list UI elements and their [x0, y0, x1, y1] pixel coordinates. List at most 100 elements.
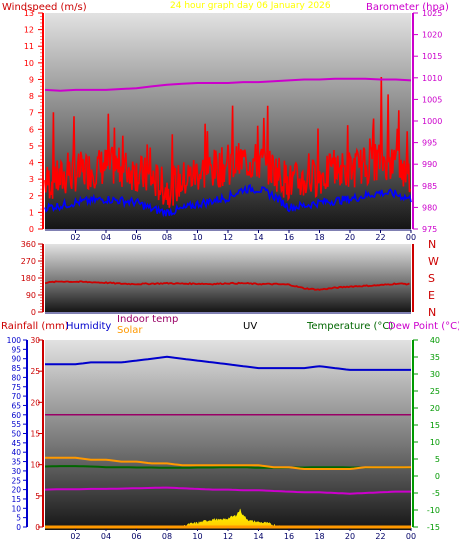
rainfall-tick-label: 10	[30, 461, 40, 470]
windspeed-tick-label: 9	[29, 75, 34, 84]
direction-tick-label: 180	[21, 274, 36, 283]
barometer-axis-label: Barometer (hpa)	[366, 2, 449, 13]
humidity-tick-label: 90	[11, 355, 21, 364]
humidity-tick-label: 40	[11, 448, 21, 457]
temperature-tick-label: 40	[430, 336, 440, 345]
rainfall-legend-label: Rainfall (mm)	[1, 321, 69, 332]
rainfall-tick-label: 5	[35, 492, 40, 501]
climate-x-tick-label: 18	[314, 532, 324, 541]
compass-label: N	[428, 238, 436, 251]
windspeed-tick-label: 10	[24, 59, 34, 68]
temperature-tick-label: 20	[430, 404, 440, 413]
climate-x-tick-label: 22	[375, 532, 385, 541]
temperature-tick-label: 35	[430, 353, 440, 362]
temperature-tick-label: 25	[430, 387, 440, 396]
humidity-tick-label: 45	[11, 439, 21, 448]
humidity-tick-label: 60	[11, 411, 21, 420]
solar-series-line	[45, 456, 411, 470]
barometer-tick-label: 975	[422, 225, 437, 234]
windspeed-tick-label: 12	[24, 26, 34, 35]
barometer-tick-label: 985	[422, 182, 437, 191]
rainfall-tick-label: 0	[35, 523, 40, 532]
solar-legend-label: Solar	[117, 325, 143, 336]
temperature-tick-label: 30	[430, 370, 440, 379]
humidity-tick-label: 30	[11, 467, 21, 476]
solar-radiation-area	[182, 508, 283, 528]
climate-x-tick-label: 20	[345, 532, 355, 541]
dew-point-series-line	[44, 486, 411, 495]
temperature-tick-label: -15	[427, 523, 440, 532]
climate-x-tick-label: 10	[192, 532, 202, 541]
compass-label: S	[428, 272, 435, 285]
barometer-tick-label: 1015	[422, 52, 442, 61]
direction-tick-label: 90	[26, 291, 36, 300]
barometer-series-line	[44, 77, 412, 92]
humidity-tick-label: 70	[11, 392, 21, 401]
wind-x-tick-label: 08	[162, 233, 172, 242]
temperature-tick-label: 5	[435, 455, 440, 464]
windspeed-tick-label: 11	[24, 42, 34, 51]
wind-x-tick-label: 10	[192, 233, 202, 242]
windspeed-tick-label: 8	[29, 92, 34, 101]
climate-x-tick-label: 06	[131, 532, 141, 541]
rainfall-tick-label: 20	[30, 398, 40, 407]
compass-label: W	[428, 255, 439, 268]
compass-label: N	[428, 306, 436, 319]
humidity-tick-label: 5	[16, 514, 21, 523]
humidity-tick-label: 25	[11, 476, 21, 485]
humidity-tick-label: 75	[11, 383, 21, 392]
temperature-tick-label: -5	[432, 489, 440, 498]
climate-x-tick-label: 14	[253, 532, 263, 541]
humidity-tick-label: 80	[11, 373, 21, 382]
wind-x-tick-label: 04	[101, 233, 111, 242]
windspeed-tick-label: 13	[24, 9, 34, 18]
climate-x-tick-label: 08	[162, 532, 172, 541]
direction-tick-label: 270	[21, 257, 36, 266]
indoor-temp-legend-label: Indoor temp	[117, 314, 178, 325]
windspeed-average-series-line	[44, 183, 412, 218]
temperature-tick-label: 10	[430, 438, 440, 447]
windspeed-tick-label: 4	[29, 159, 34, 168]
humidity-tick-label: 65	[11, 401, 21, 410]
windspeed-tick-label: 2	[29, 192, 34, 201]
humidity-tick-label: 15	[11, 495, 21, 504]
temperature-legend-label: Temperature (°C)	[306, 321, 393, 332]
windspeed-tick-label: 1	[29, 208, 34, 217]
humidity-tick-label: 50	[11, 430, 21, 439]
climate-x-tick-label: 02	[70, 532, 80, 541]
wind-direction-series-line	[44, 280, 410, 291]
windspeed-tick-label: 5	[29, 142, 34, 151]
direction-panel-background	[45, 244, 411, 312]
humidity-tick-label: 35	[11, 458, 21, 467]
barometer-tick-label: 995	[422, 139, 437, 148]
humidity-tick-label: 20	[11, 486, 21, 495]
compass-label: E	[428, 289, 435, 302]
direction-tick-label: 360	[21, 240, 36, 249]
rainfall-tick-label: 25	[30, 367, 40, 376]
windspeed-series-line	[44, 76, 411, 208]
humidity-tick-label: 55	[11, 420, 21, 429]
wind-x-tick-label: 12	[223, 233, 233, 242]
windspeed-tick-label: 0	[29, 225, 34, 234]
wind-x-tick-label: 20	[345, 233, 355, 242]
temperature-series-line	[44, 465, 412, 469]
humidity-tick-label: 10	[11, 504, 21, 513]
rainfall-tick-label: 30	[30, 336, 40, 345]
rainfall-tick-label: 15	[30, 430, 40, 439]
wind-x-tick-label: 02	[70, 233, 80, 242]
temperature-tick-label: 15	[430, 421, 440, 430]
climate-x-tick-label: 12	[223, 532, 233, 541]
climate-x-tick-label: 00	[406, 532, 416, 541]
windspeed-tick-label: 3	[29, 175, 34, 184]
humidity-series-line	[45, 355, 411, 371]
wind-x-tick-label: 16	[284, 233, 294, 242]
humidity-tick-label: 0	[16, 523, 21, 532]
climate-x-tick-label: 16	[284, 532, 294, 541]
climate-panel-background	[45, 340, 411, 530]
barometer-tick-label: 980	[422, 203, 437, 212]
wind-x-tick-label: 14	[253, 233, 263, 242]
barometer-tick-label: 1025	[422, 9, 442, 18]
dew-point-legend-label: Dew Point (°C)	[388, 321, 459, 332]
humidity-legend-label: Humidity	[66, 321, 111, 332]
